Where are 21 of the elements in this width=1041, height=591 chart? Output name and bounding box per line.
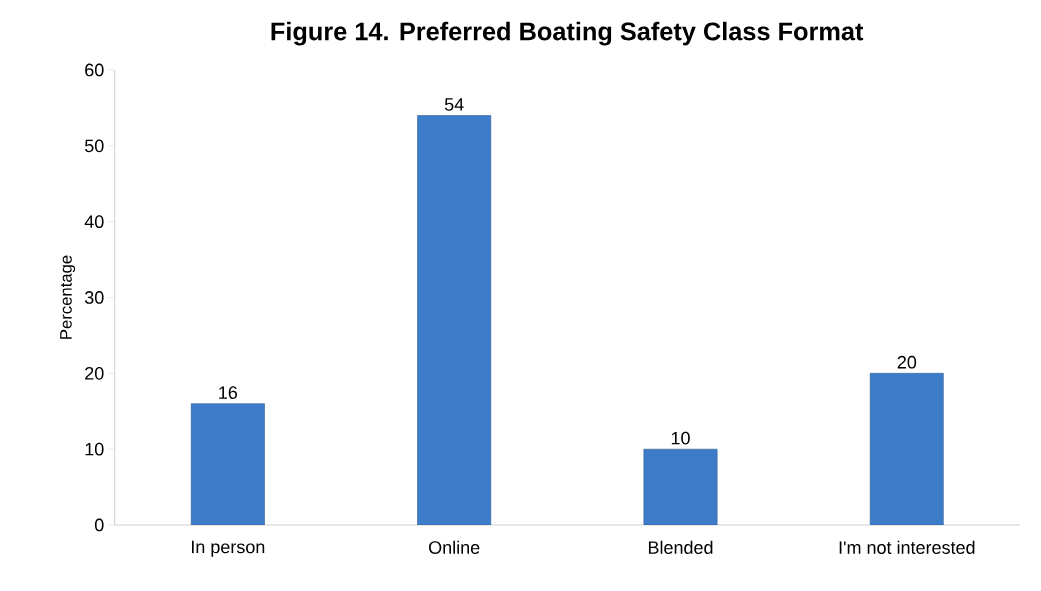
- data-label: 20: [897, 355, 917, 369]
- x-tick-label: In person: [191, 540, 265, 557]
- x-tick-label: I'm not interested: [839, 540, 975, 554]
- x-tick-label: Blended: [648, 540, 713, 554]
- x-tick-label: Online: [429, 540, 480, 554]
- y-tick-label: 40: [84, 215, 104, 229]
- y-tick-label: 50: [84, 139, 104, 153]
- y-tick-label: 20: [85, 366, 104, 380]
- data-label: 54: [444, 98, 464, 111]
- y-tick-label: 60: [85, 63, 104, 77]
- bar: [417, 115, 492, 525]
- y-tick-label: 30: [84, 291, 104, 304]
- bar: [643, 448, 718, 525]
- data-label: 10: [671, 431, 690, 445]
- data-label: 16: [219, 386, 238, 399]
- y-axis-title: Percentage: [60, 255, 76, 339]
- y-tick-label: 10: [85, 442, 104, 456]
- bar: [869, 373, 944, 525]
- chart-title: Figure 14. Preferred Boating Safety Class Format: [271, 21, 864, 46]
- bar: [190, 403, 265, 525]
- y-tick-label: 0: [94, 518, 104, 532]
